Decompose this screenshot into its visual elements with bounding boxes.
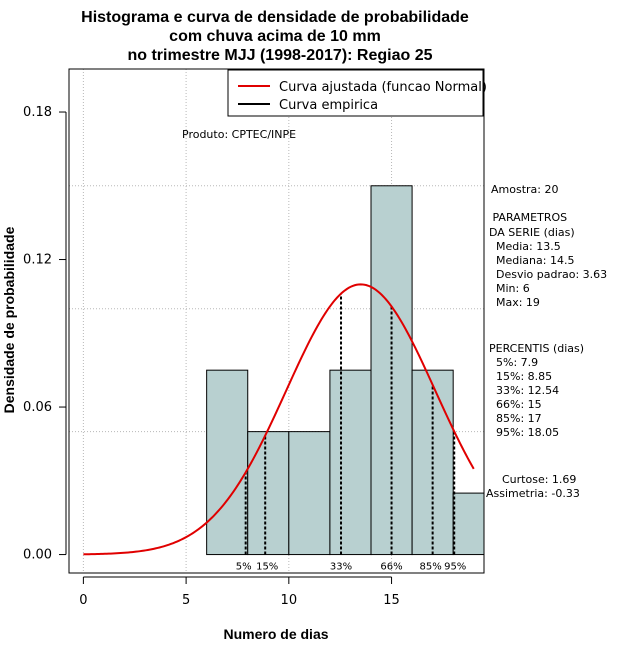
percentile-label: 85% <box>420 562 442 573</box>
normal-curve <box>83 283 475 556</box>
legend-label-empirical: Curva empirica <box>279 98 378 113</box>
title-line-1: Histograma e curva de densidade de proba… <box>81 9 469 26</box>
histogram-bar <box>247 431 290 556</box>
percentil-line: 95%: 18.05 <box>489 426 559 439</box>
stats-panel: Amostra: 20 PARAMETROS DA SERIE (dias) M… <box>486 183 607 500</box>
x-tick-label: 5 <box>182 593 190 608</box>
chart-title: Histograma e curva de densidade de proba… <box>81 9 469 64</box>
percentil-line: 33%: 12.54 <box>489 384 559 397</box>
legend-label-normal: Curva ajustada (funcao Normal) <box>279 80 487 95</box>
stats-amostra: Amostra: 20 <box>491 183 558 196</box>
param-line: Mediana: 14.5 <box>489 254 574 267</box>
y-tick-label: 0.06 <box>23 400 52 415</box>
x-tick-label: 10 <box>281 593 298 608</box>
percentil-line: 66%: 15 <box>489 398 542 411</box>
param-line: PARAMETROS <box>489 211 567 224</box>
percentil-line: PERCENTIS (dias) <box>489 342 584 355</box>
y-tick-label: 0.00 <box>23 548 52 563</box>
x-axis-label: Numero de dias <box>223 626 328 642</box>
percentil-line: 5%: 7.9 <box>489 356 538 369</box>
percentil-line: 85%: 17 <box>489 412 542 425</box>
y-tick-label: 0.18 <box>23 105 52 120</box>
legend-box <box>227 69 484 117</box>
y-axis-label: Densidade de probabilidade <box>1 226 17 413</box>
percentile-label: 15% <box>256 562 278 573</box>
y-tick-label: 0.12 <box>23 253 52 268</box>
stats-percentis: PERCENTIS (dias) 5%: 7.9 15%: 8.85 33%: … <box>489 342 584 439</box>
param-line: Min: 6 <box>489 282 530 295</box>
percentil-line: 15%: 8.85 <box>489 370 552 383</box>
title-line-3: no trimestre MJJ (1998-2017): Regiao 25 <box>127 47 432 64</box>
percentile-label: 33% <box>330 562 352 573</box>
param-line: Media: 13.5 <box>489 240 561 253</box>
histogram-bar <box>288 431 331 556</box>
title-line-2: com chuva acima de 10 mm <box>169 28 381 45</box>
product-annotation: Produto: CPTEC/INPE <box>182 128 296 141</box>
x-tick-label: 15 <box>383 593 400 608</box>
param-line: Max: 19 <box>489 296 540 309</box>
x-tick-label: 0 <box>79 593 87 608</box>
histogram-bar <box>206 369 249 556</box>
axes: 0 5 10 15 0.00 0.06 0.12 0.18 <box>23 105 400 608</box>
percentile-label: 95% <box>444 562 466 573</box>
histogram-bar <box>452 492 485 556</box>
plot-frame <box>68 68 485 574</box>
percentile-lines: 5% 15% 33% 66% 85% 95% <box>236 293 466 573</box>
stats-parametros: PARAMETROS DA SERIE (dias) Media: 13.5 M… <box>489 211 607 309</box>
percentile-label: 5% <box>236 562 252 573</box>
stats-curtose: Curtose: 1.69 <box>502 473 576 486</box>
normal-curve-path <box>83 283 475 556</box>
percentile-label: 66% <box>380 562 402 573</box>
histogram-bar <box>329 369 372 556</box>
legend: Curva ajustada (funcao Normal) Curva emp… <box>227 69 487 117</box>
histogram-bars <box>206 185 485 556</box>
param-line: DA SERIE (dias) <box>489 226 575 239</box>
param-line: Desvio padrao: 3.63 <box>489 268 607 281</box>
stats-assimetria: Assimetria: -0.33 <box>486 487 580 500</box>
